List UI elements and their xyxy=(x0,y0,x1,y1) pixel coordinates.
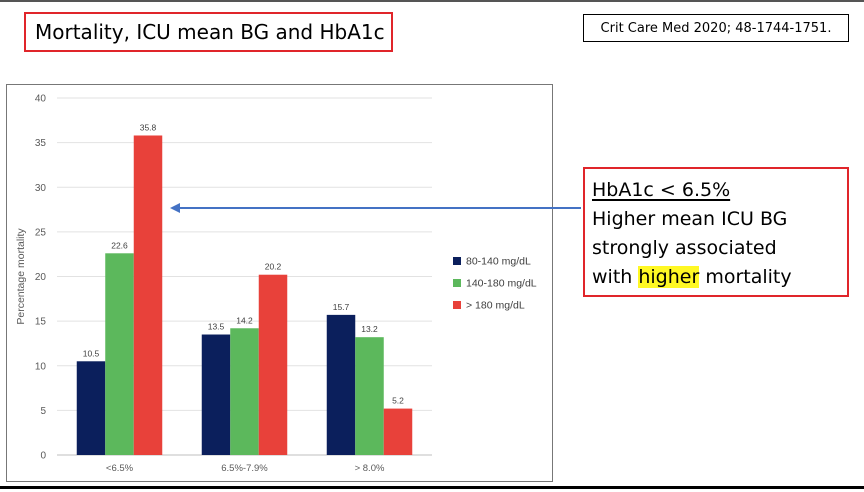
callout-text: with xyxy=(592,266,639,288)
y-tick-label: 35 xyxy=(35,138,47,149)
legend-label: 80-140 mg/dL xyxy=(466,256,531,268)
y-tick-label: 0 xyxy=(40,451,46,462)
bar xyxy=(258,274,288,455)
legend-swatch xyxy=(453,279,461,287)
legend-swatch xyxy=(453,301,461,309)
x-tick-label: > 8.0% xyxy=(355,463,385,474)
callout-box: HbA1c < 6.5% Higher mean ICU BG strongly… xyxy=(583,167,849,297)
data-label: 20.2 xyxy=(265,262,282,272)
legend-label: > 180 mg/dL xyxy=(466,300,525,312)
bar xyxy=(201,334,231,455)
legend-swatch xyxy=(453,257,461,265)
callout-text: mortality xyxy=(699,266,792,288)
bar-chart: 0 5 10 15 20 25 30 35 40 Percentage mortality 10.5… xyxy=(15,94,537,475)
citation-box: Crit Care Med 2020; 48-1744-1751. xyxy=(583,14,849,42)
y-tick-label: 40 xyxy=(35,94,47,105)
data-label: 15.7 xyxy=(333,302,350,312)
bar xyxy=(76,361,106,455)
bar xyxy=(355,337,384,455)
y-tick-label: 30 xyxy=(35,183,47,194)
slide-title: Mortality, ICU mean BG and HbA1c xyxy=(24,12,393,52)
data-label: 13.2 xyxy=(361,324,378,334)
top-divider xyxy=(0,0,864,2)
callout-line: Higher mean ICU BG xyxy=(592,208,788,230)
chart-frame: 0 5 10 15 20 25 30 35 40 Percentage mortality 10.5… xyxy=(6,84,553,482)
data-label: 5.2 xyxy=(392,396,404,406)
highlighted-word: higher xyxy=(638,266,700,288)
bottom-divider xyxy=(0,486,864,489)
y-tick-label: 25 xyxy=(35,227,47,238)
bar xyxy=(383,408,413,455)
callout-heading: HbA1c < 6.5% xyxy=(592,179,731,201)
data-label: 13.5 xyxy=(208,322,225,332)
y-tick-label: 20 xyxy=(35,272,47,283)
legend-label: 140-180 mg/dL xyxy=(466,278,537,290)
x-tick-label: 6.5%-7.9% xyxy=(221,463,268,474)
callout-line: strongly associated xyxy=(592,237,777,259)
bar xyxy=(105,253,134,455)
y-tick-label: 5 xyxy=(40,406,46,417)
bar xyxy=(326,314,356,455)
data-label: 35.8 xyxy=(140,122,157,132)
y-axis-title: Percentage mortality xyxy=(15,228,27,325)
bar xyxy=(230,328,259,455)
y-tick-label: 15 xyxy=(35,317,47,328)
data-label: 22.6 xyxy=(111,240,128,250)
data-label: 14.2 xyxy=(236,315,253,325)
data-label: 10.5 xyxy=(83,348,100,358)
y-tick-label: 10 xyxy=(35,361,47,372)
bar xyxy=(133,135,163,456)
x-tick-label: <6.5% xyxy=(106,463,134,474)
